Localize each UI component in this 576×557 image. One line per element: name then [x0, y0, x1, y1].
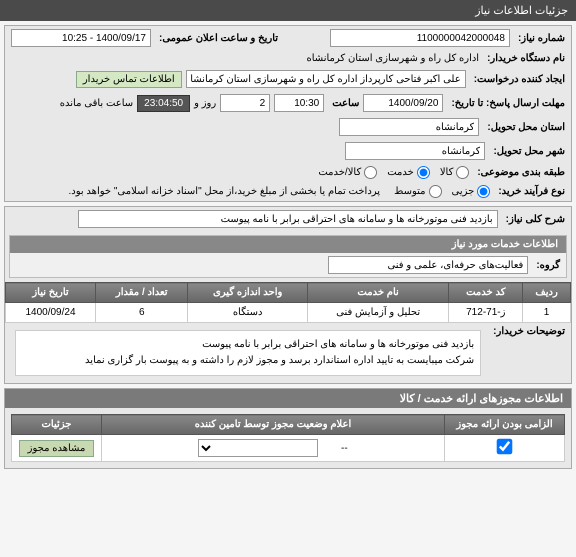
contact-buyer-link[interactable]: اطلاعات تماس خریدار	[76, 71, 182, 88]
subject-type-radios: کالا خدمت کالا/خدمت	[318, 166, 469, 179]
cell-date: 1400/09/24	[6, 303, 96, 323]
th-row: ردیف	[523, 283, 571, 303]
days-and-label: روز و	[194, 98, 216, 109]
city-label: شهر محل تحویل:	[493, 146, 565, 157]
buyer-notes-label: توضیحات خریدار:	[493, 326, 565, 337]
payment-note: پرداخت تمام یا بخشی از مبلغ خرید،از محل …	[68, 186, 380, 197]
deadline-time-field[interactable]	[274, 94, 324, 112]
permits-title: اطلاعات مجوزهای ارائه خدمت / کالا	[5, 389, 571, 408]
table-row: 1 ز-71-712 تحلیل و آزمایش فنی دستگاه 6 1…	[6, 303, 571, 323]
deadline-label: مهلت ارسال پاسخ: تا تاریخ:	[451, 98, 565, 109]
radio-both[interactable]: کالا/خدمت	[318, 166, 377, 179]
announce-date-label: تاریخ و ساعت اعلان عمومی:	[159, 33, 278, 44]
page-title: جزئیات اطلاعات نیاز	[475, 5, 568, 17]
process-type-label: نوع فرآیند خرید:	[498, 186, 565, 197]
requester-label: ایجاد کننده درخواست:	[474, 74, 565, 85]
province-label: استان محل تحویل:	[487, 122, 565, 133]
permits-table: الزامی بودن ارائه مجوز اعلام وضعیت مجوز …	[11, 414, 565, 462]
permits-section: اطلاعات مجوزهای ارائه خدمت / کالا الزامی…	[4, 388, 572, 469]
cell-name: تحلیل و آزمایش فنی	[307, 303, 449, 323]
summary-section: شرح کلی نیاز: اطلاعات خدمات مورد نیاز گر…	[4, 206, 572, 384]
subject-type-label: طبقه بندی موضوعی:	[477, 167, 565, 178]
summary-value-field[interactable]	[78, 210, 498, 228]
permit-status-cell: --	[102, 435, 445, 462]
th-required: الزامی بودن ارائه مجوز	[445, 415, 565, 435]
permit-required-checkbox[interactable]	[497, 439, 513, 455]
th-code: کد خدمت	[449, 283, 523, 303]
th-name: نام خدمت	[307, 283, 449, 303]
permit-required-cell	[445, 435, 565, 462]
th-actions: جزئیات	[12, 415, 102, 435]
permit-status-select[interactable]	[198, 439, 318, 457]
services-info-section: اطلاعات خدمات مورد نیاز گروه:	[9, 235, 567, 278]
th-unit: واحد اندازه گیری	[188, 283, 307, 303]
buyer-notes-box: بازدید فنی موتورخانه ها و سامانه های احت…	[15, 330, 481, 376]
services-table: ردیف کد خدمت نام خدمت واحد اندازه گیری ت…	[5, 282, 571, 323]
cell-code: ز-71-712	[449, 303, 523, 323]
main-info-section: شماره نیاز: تاریخ و ساعت اعلان عمومی: نا…	[4, 25, 572, 202]
view-permit-button[interactable]: مشاهده مجوز	[19, 440, 95, 457]
deadline-time-label: ساعت	[332, 98, 359, 109]
page-header: جزئیات اطلاعات نیاز	[0, 0, 576, 21]
group-label: گروه:	[536, 260, 560, 271]
announce-date-field[interactable]	[11, 29, 151, 47]
remaining-time-box: 23:04:50	[137, 95, 190, 112]
buyer-org-label: نام دستگاه خریدار:	[487, 53, 565, 64]
services-info-title: اطلاعات خدمات مورد نیاز	[10, 236, 566, 253]
buyer-notes-line2: شرکت میبایست به تایید اداره استاندارد بر…	[22, 353, 474, 369]
request-no-label: شماره نیاز:	[518, 33, 565, 44]
th-status: اعلام وضعیت مجوز توسط تامین کننده	[102, 415, 445, 435]
buyer-notes-line1: بازدید فنی موتورخانه ها و سامانه های احت…	[22, 337, 474, 353]
radio-partial[interactable]: جزیی	[452, 185, 491, 198]
deadline-date-field[interactable]	[363, 94, 443, 112]
request-no-field[interactable]	[330, 29, 510, 47]
group-field[interactable]	[328, 256, 528, 274]
radio-service[interactable]: خدمت	[387, 166, 430, 179]
th-date: تاریخ نیاز	[6, 283, 96, 303]
city-field[interactable]	[345, 142, 485, 160]
permit-actions-cell: مشاهده مجوز	[12, 435, 102, 462]
process-type-radios: جزیی متوسط	[394, 185, 490, 198]
cell-qty: 6	[96, 303, 188, 323]
radio-medium[interactable]: متوسط	[394, 185, 441, 198]
permit-row: -- مشاهده مجوز	[12, 435, 565, 462]
cell-unit: دستگاه	[188, 303, 307, 323]
summary-label: شرح کلی نیاز:	[506, 214, 565, 225]
cell-row: 1	[523, 303, 571, 323]
radio-goods[interactable]: کالا	[440, 166, 470, 179]
requester-field[interactable]	[186, 70, 466, 88]
buyer-org-value: اداره کل راه و شهرسازی استان کرمانشاه	[307, 53, 480, 64]
th-qty: تعداد / مقدار	[96, 283, 188, 303]
deadline-days-field[interactable]	[220, 94, 270, 112]
province-field[interactable]	[339, 118, 479, 136]
remaining-label: ساعت باقی مانده	[60, 98, 133, 109]
